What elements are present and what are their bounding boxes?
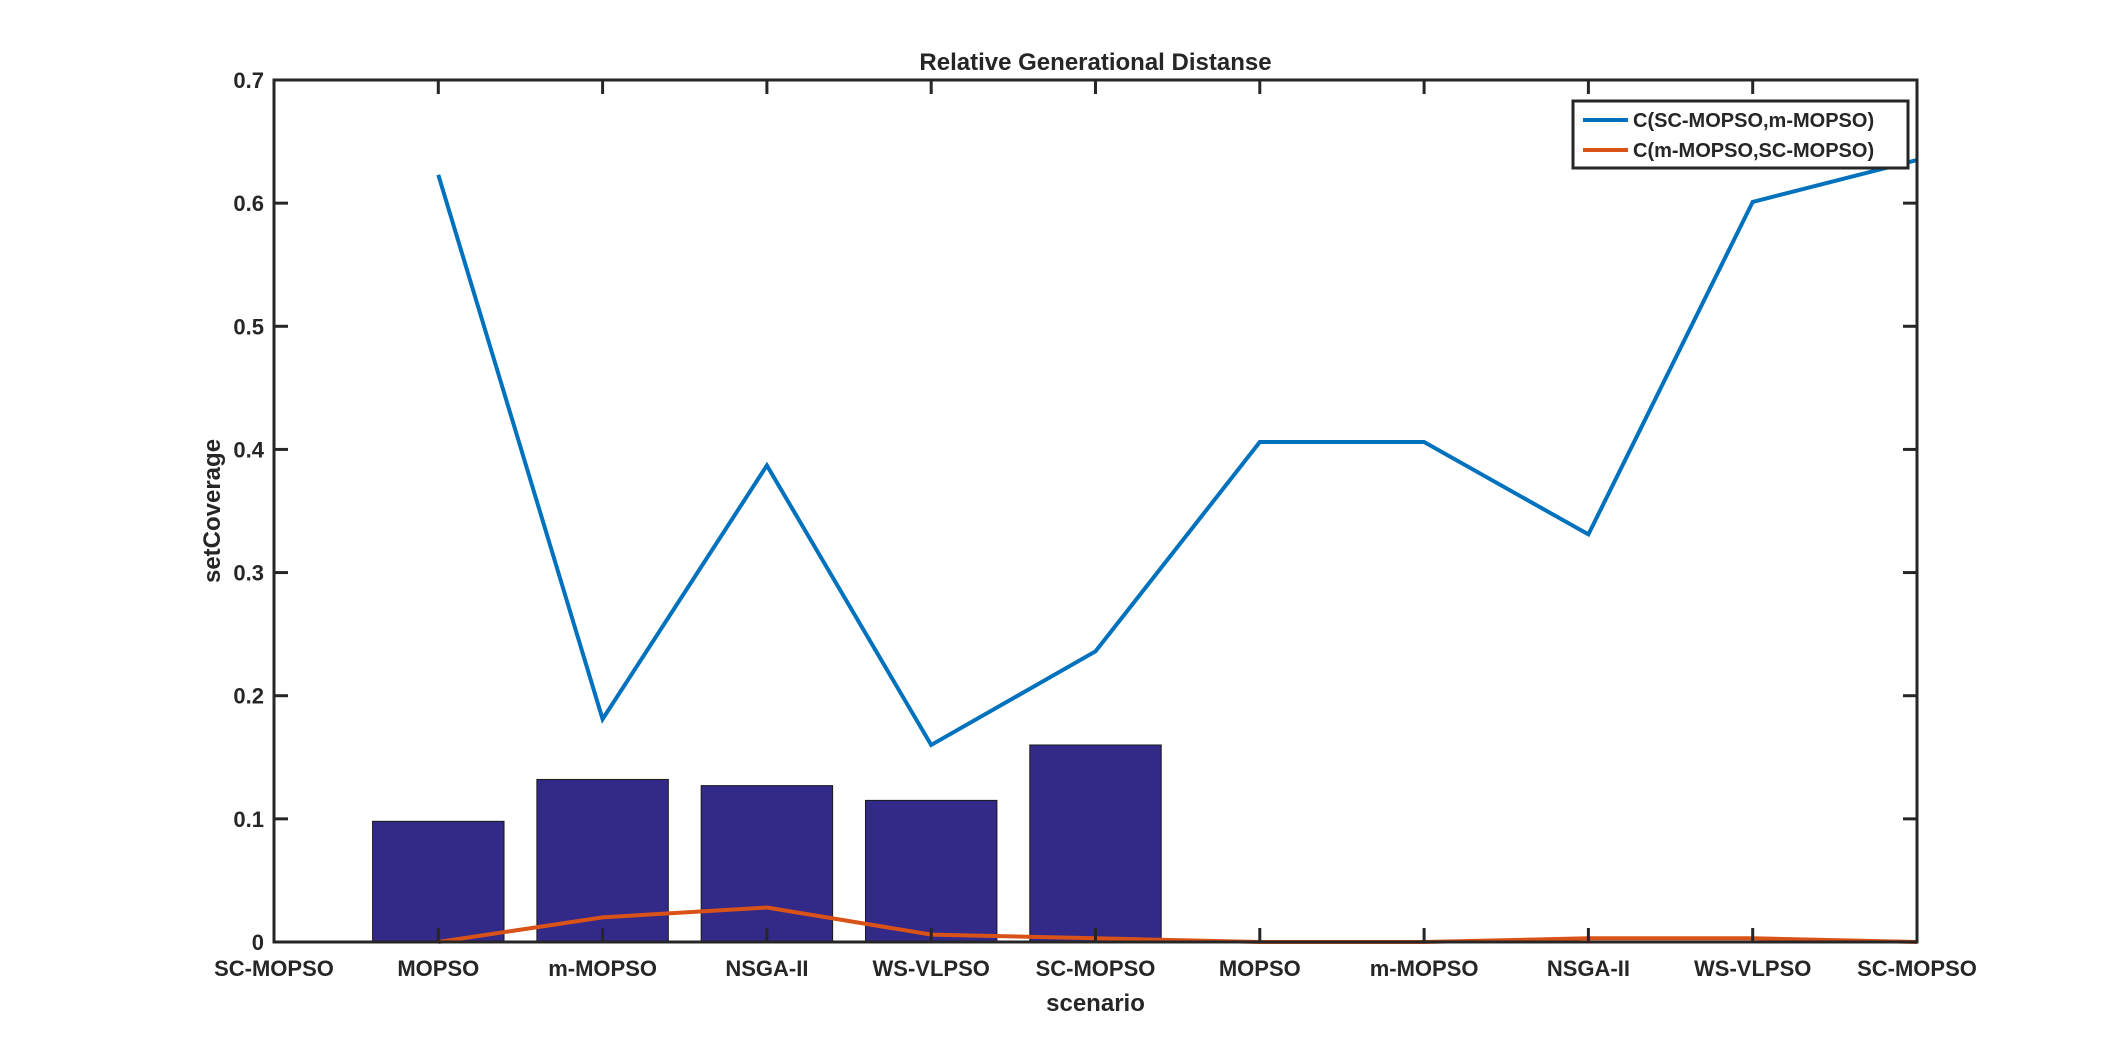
legend: C(SC-MOPSO,m-MOPSO) C(m-MOPSO,SC-MOPSO): [1571, 99, 1910, 170]
x-tick-label: m-MOPSO: [548, 956, 657, 981]
x-tick-label: WS-VLPSO: [1694, 956, 1811, 981]
bar-3: [700, 785, 834, 943]
y-tick-label: 0.5: [233, 314, 264, 339]
y-tick-label: 0.4: [233, 437, 264, 462]
x-tick-label: NSGA-II: [725, 956, 808, 981]
lines-layer: [436, 158, 1918, 944]
x-tick-label: MOPSO: [1219, 956, 1301, 981]
chart-title: Relative Generational Distanse: [919, 49, 1271, 76]
y-tick-label: 0.1: [233, 807, 264, 832]
bar-1: [372, 820, 505, 943]
y-axis-title: setCoverage: [199, 439, 226, 583]
y-tick-label: 0.2: [233, 684, 264, 709]
bars-layer: [372, 744, 1162, 943]
x-tick-label: NSGA-II: [1547, 956, 1630, 981]
legend-label-1: C(SC-MOPSO,m-MOPSO): [1633, 110, 1874, 132]
x-tick-label: SC-MOPSO: [214, 956, 334, 981]
legend-box: [1571, 99, 1910, 170]
y-tick-label: 0.7: [233, 68, 264, 93]
x-axis-title: scenario: [1046, 990, 1145, 1017]
y-tick-label: 0.3: [233, 561, 264, 586]
axes-layer: 0 0.1 0.2 0.3 0.4 0.5 0.6 0.7 SC-MOPSO MOPSO m-MOP…: [214, 68, 1977, 981]
y-tick-label: 0.6: [233, 191, 264, 216]
x-tick-label: MOPSO: [397, 956, 479, 981]
bar-5: [1029, 744, 1162, 943]
y-tick-label: 0: [252, 930, 264, 955]
x-tick-label: m-MOPSO: [1370, 956, 1479, 981]
x-tick-label: WS-VLPSO: [873, 956, 990, 981]
bar-4: [864, 799, 998, 943]
series-line-1: [436, 158, 1918, 748]
x-tick-label: SC-MOPSO: [1857, 956, 1977, 981]
legend-label-2: C(m-MOPSO,SC-MOPSO): [1633, 140, 1874, 162]
x-tick-label: SC-MOPSO: [1036, 956, 1156, 981]
series-line-2: [438, 905, 1918, 944]
